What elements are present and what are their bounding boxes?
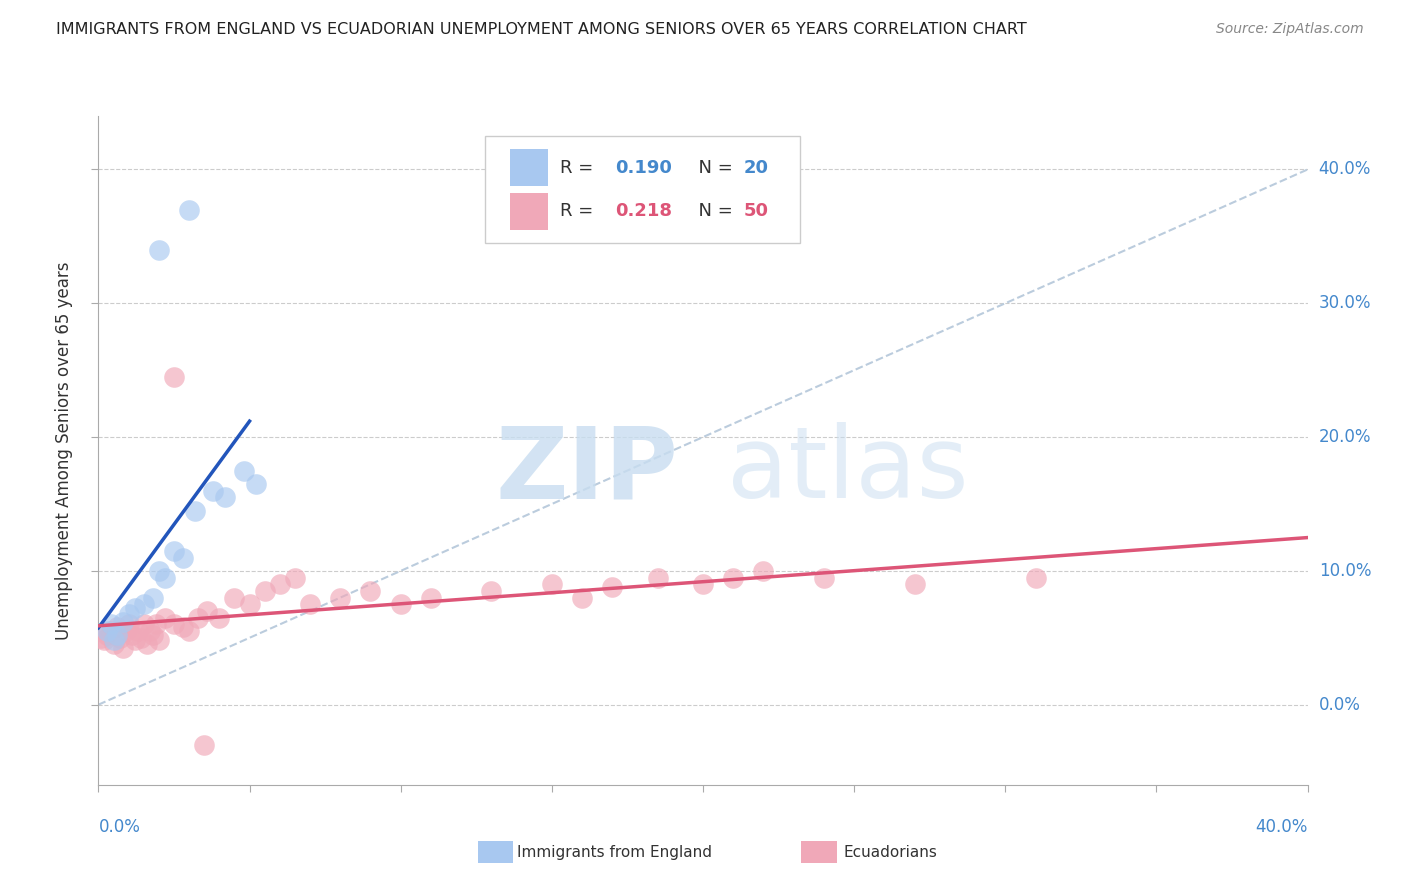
- Point: [105, 628, 128, 642]
- Text: Immigrants from England: Immigrants from England: [517, 846, 713, 860]
- Text: 10.0%: 10.0%: [1319, 562, 1371, 580]
- Point: [269, 577, 291, 591]
- Point: [245, 476, 267, 491]
- Point: [118, 617, 141, 632]
- Point: [127, 624, 149, 639]
- Point: [103, 633, 125, 648]
- Text: Source: ZipAtlas.com: Source: ZipAtlas.com: [1216, 22, 1364, 37]
- Point: [692, 577, 714, 591]
- Point: [571, 591, 593, 605]
- Point: [1024, 571, 1046, 585]
- Point: [904, 577, 927, 591]
- Y-axis label: Unemployment Among Seniors over 65 years: Unemployment Among Seniors over 65 years: [55, 261, 73, 640]
- Text: 20.0%: 20.0%: [1319, 428, 1371, 446]
- Bar: [509, 193, 548, 230]
- Text: 0.190: 0.190: [614, 159, 672, 177]
- Point: [108, 631, 131, 645]
- Text: 40.0%: 40.0%: [1256, 819, 1308, 837]
- Point: [419, 591, 441, 605]
- Text: ZIP: ZIP: [496, 422, 679, 519]
- Point: [90, 631, 112, 645]
- Text: atlas: atlas: [727, 422, 969, 519]
- Point: [163, 369, 186, 384]
- Text: R =: R =: [561, 159, 599, 177]
- Bar: [509, 150, 548, 186]
- Point: [111, 615, 134, 629]
- Point: [153, 611, 176, 625]
- Text: N =: N =: [688, 202, 738, 220]
- Point: [481, 583, 503, 598]
- Point: [142, 591, 165, 605]
- Point: [177, 624, 201, 639]
- Point: [163, 543, 186, 558]
- Point: [299, 598, 322, 612]
- Point: [121, 628, 143, 642]
- Text: 0.218: 0.218: [614, 202, 672, 220]
- Point: [193, 738, 215, 752]
- Point: [124, 601, 146, 615]
- Point: [139, 624, 162, 639]
- Point: [202, 483, 225, 498]
- Point: [96, 628, 118, 642]
- Point: [100, 617, 122, 632]
- Point: [148, 243, 170, 257]
- Text: N =: N =: [688, 159, 738, 177]
- Text: 0.0%: 0.0%: [1319, 696, 1361, 714]
- Point: [129, 631, 152, 645]
- Point: [142, 628, 165, 642]
- Point: [100, 624, 122, 639]
- Point: [253, 583, 276, 598]
- Point: [647, 571, 669, 585]
- Point: [284, 571, 307, 585]
- Point: [111, 641, 134, 656]
- Point: [148, 564, 170, 578]
- Text: 50: 50: [744, 202, 769, 220]
- Point: [145, 617, 167, 632]
- Point: [208, 611, 231, 625]
- Point: [103, 637, 125, 651]
- Text: 40.0%: 40.0%: [1319, 161, 1371, 178]
- Point: [163, 617, 186, 632]
- Text: R =: R =: [561, 202, 599, 220]
- Text: 20: 20: [744, 159, 769, 177]
- Point: [172, 550, 194, 565]
- Point: [602, 580, 624, 594]
- Point: [239, 598, 262, 612]
- Point: [172, 620, 194, 634]
- Point: [360, 583, 382, 598]
- FancyBboxPatch shape: [485, 136, 800, 244]
- Point: [752, 564, 775, 578]
- Point: [118, 607, 141, 621]
- Text: Ecuadorians: Ecuadorians: [844, 846, 938, 860]
- Point: [813, 571, 835, 585]
- Point: [184, 503, 207, 517]
- Point: [177, 202, 201, 217]
- Point: [124, 633, 146, 648]
- Text: IMMIGRANTS FROM ENGLAND VS ECUADORIAN UNEMPLOYMENT AMONG SENIORS OVER 65 YEARS C: IMMIGRANTS FROM ENGLAND VS ECUADORIAN UN…: [56, 22, 1026, 37]
- Point: [187, 611, 209, 625]
- Point: [224, 591, 246, 605]
- Point: [93, 633, 115, 648]
- Point: [153, 571, 176, 585]
- Text: 30.0%: 30.0%: [1319, 294, 1371, 312]
- Point: [195, 604, 218, 618]
- Point: [114, 624, 136, 639]
- Point: [232, 464, 254, 478]
- Point: [148, 633, 170, 648]
- Point: [132, 617, 155, 632]
- Point: [329, 591, 352, 605]
- Text: 0.0%: 0.0%: [98, 819, 141, 837]
- Point: [132, 598, 155, 612]
- Point: [389, 598, 412, 612]
- Point: [105, 620, 128, 634]
- Point: [214, 491, 236, 505]
- Point: [540, 577, 562, 591]
- Point: [721, 571, 744, 585]
- Point: [96, 624, 118, 639]
- Point: [135, 637, 157, 651]
